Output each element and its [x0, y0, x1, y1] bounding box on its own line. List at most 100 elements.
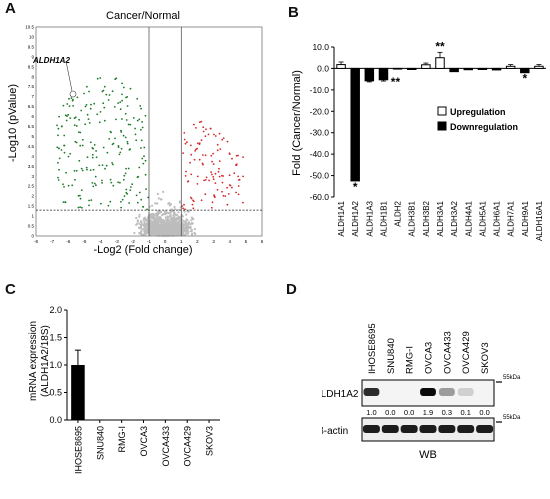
volcano-point [235, 191, 238, 194]
mrna-category-label: SKOV3 [205, 426, 215, 456]
volcano-x-tick: 6 [261, 239, 264, 244]
mrna-y-tick: 2.0 [49, 305, 62, 315]
volcano-point [124, 172, 127, 175]
volcano-point [58, 147, 60, 150]
volcano-point [161, 229, 164, 232]
volcano-x-tick: 3 [212, 239, 215, 244]
volcano-point [213, 133, 215, 136]
volcano-point [191, 203, 194, 206]
volcano-point [128, 148, 131, 151]
volcano-point [136, 97, 139, 100]
volcano-point [79, 197, 82, 200]
volcano-point [187, 232, 190, 235]
volcano-point [88, 122, 91, 124]
volcano-point [71, 99, 74, 102]
volcano-point [78, 118, 80, 121]
volcano-point [101, 179, 103, 182]
wb-quant-value: 1.0 [366, 408, 376, 417]
volcano-point [155, 224, 158, 227]
volcano-point [238, 179, 240, 181]
mrna-y-axis-label-line2: (ALDH1A2/18S) [40, 325, 51, 397]
volcano-point [231, 186, 233, 189]
wb-quantification-values: 1.0 0.0 0.0 1.9 0.3 0.1 0.0 [366, 408, 490, 417]
volcano-point [161, 232, 164, 235]
fold-category-labels: ALDH1A1 ALDH1A2 ALDH1A3 ALDH1B1 ALDH2 ALDH3B1… [337, 200, 544, 241]
volcano-point [221, 190, 223, 193]
volcano-point [91, 182, 94, 184]
volcano-point [192, 200, 195, 203]
volcano-point [64, 201, 67, 203]
volcano-point [112, 163, 114, 166]
mrna-bar [71, 365, 85, 420]
volcano-y-tick: 0.5 [28, 224, 35, 229]
volcano-point [78, 131, 80, 134]
legend-up-swatch [437, 106, 447, 116]
volcano-point [151, 204, 154, 207]
volcano-point [183, 132, 186, 134]
volcano-point [137, 175, 140, 178]
volcano-point [167, 202, 170, 205]
volcano-point [108, 94, 111, 96]
volcano-y-axis-label: -Log10 (pValue) [7, 84, 19, 162]
fold-category-label: ALDH3B1 [408, 200, 417, 236]
volcano-point [119, 101, 122, 103]
volcano-point [114, 78, 117, 81]
volcano-point [92, 185, 95, 188]
volcano-point [167, 224, 170, 227]
volcano-point [63, 151, 66, 154]
volcano-point [142, 162, 145, 165]
volcano-y-tick: 6 [31, 114, 34, 119]
volcano-point [106, 151, 109, 154]
mrna-category-label: OVCA3 [139, 426, 149, 457]
volcano-point [63, 186, 65, 188]
beta-actin-band [381, 425, 399, 433]
beta-actin-bands [362, 425, 494, 433]
volcano-point [181, 205, 184, 207]
volcano-point [182, 207, 185, 210]
volcano-point [84, 123, 87, 126]
volcano-point [102, 146, 105, 149]
volcano-point [140, 107, 143, 110]
volcano-point [119, 181, 121, 184]
volcano-point [60, 149, 63, 151]
volcano-x-tick: 2 [196, 239, 199, 244]
volcano-point [164, 213, 167, 216]
volcano-point [75, 141, 78, 144]
volcano-point [77, 194, 80, 197]
volcano-point [153, 221, 156, 224]
volcano-point [208, 179, 211, 182]
volcano-point [58, 115, 60, 118]
volcano-point [146, 208, 149, 211]
volcano-point [193, 158, 196, 161]
volcano-point [121, 118, 123, 120]
volcano-point [86, 85, 88, 88]
volcano-point [149, 223, 153, 226]
volcano-y-tick: 0 [31, 234, 34, 239]
volcano-point [103, 106, 106, 109]
volcano-point [182, 227, 185, 230]
volcano-point [143, 231, 146, 234]
volcano-y-tick: 4.5 [28, 144, 35, 149]
volcano-point [81, 144, 84, 147]
aldh1a2-highlight-point [69, 90, 77, 98]
volcano-point [178, 231, 181, 235]
volcano-y-tick: 6.5 [28, 104, 35, 109]
volcano-point [159, 227, 162, 230]
mrna-expression-chart: 0.0 0.5 1.0 1.5 2.0 IHOSE8695 SNU840 RMG-I OVCA3… [28, 305, 220, 474]
mrna-y-tick: 1.5 [49, 333, 62, 343]
volcano-point [143, 221, 146, 224]
volcano-point [145, 226, 148, 229]
volcano-point [139, 105, 142, 107]
volcano-point [117, 145, 120, 147]
volcano-point [73, 124, 76, 127]
volcano-point [140, 230, 143, 233]
volcano-point [157, 229, 160, 233]
wb-quant-value: 0.0 [385, 408, 395, 417]
volcano-point [81, 169, 84, 172]
volcano-point [204, 193, 207, 196]
volcano-point [79, 206, 81, 209]
volcano-point [191, 217, 194, 220]
volcano-y-tick: 9.5 [28, 44, 35, 49]
volcano-point [164, 216, 167, 219]
volcano-point [89, 141, 92, 144]
